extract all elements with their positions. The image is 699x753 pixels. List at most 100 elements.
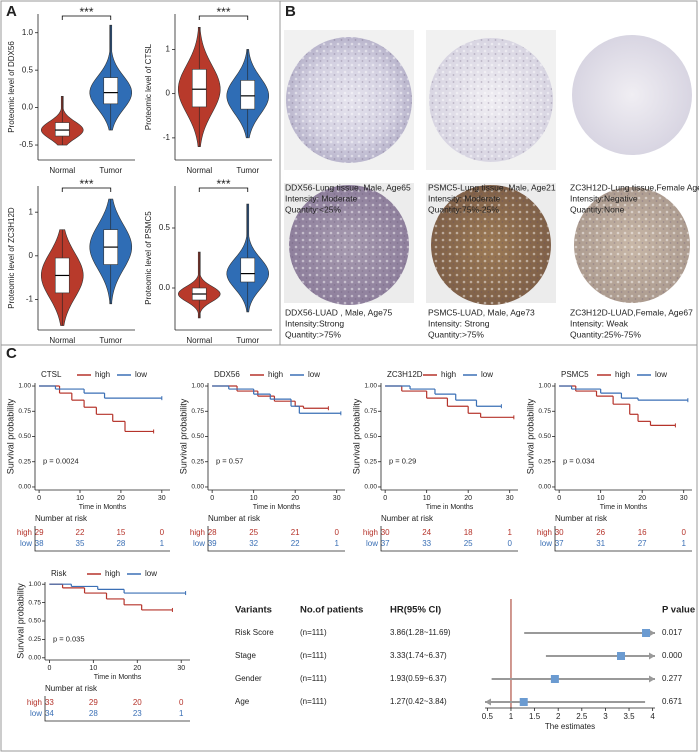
- x-tick-label: 1.5: [529, 712, 541, 721]
- risk-table-frame: [44, 696, 190, 722]
- significance-label: ***: [79, 177, 93, 191]
- x-tick-label: 10: [423, 495, 431, 502]
- hr-label: 1.27(0.42~3.84): [390, 697, 447, 706]
- legend-label: high: [441, 370, 456, 379]
- x-tick-label: 10: [89, 665, 97, 672]
- risk-title: Number at risk: [381, 514, 434, 523]
- risk-row-label: low: [366, 539, 378, 548]
- risk-count: 0: [160, 528, 165, 537]
- risk-count: 20: [133, 698, 142, 707]
- y-axis-label: Proteomic level of ZC3H12D: [7, 207, 16, 309]
- y-tick-label: 0.50: [538, 433, 551, 440]
- risk-row-label: high: [27, 698, 42, 707]
- risk-count: 22: [291, 539, 300, 548]
- y-tick-label: 1.00: [538, 383, 551, 390]
- y-tick-label: 0.50: [28, 618, 41, 625]
- risk-count: 28: [208, 528, 217, 537]
- tissue-texture: [574, 187, 690, 303]
- x-tick-label: 0: [557, 495, 561, 502]
- x-tick-label: 20: [291, 495, 299, 502]
- risk-count: 33: [422, 539, 431, 548]
- x-tick-label: Tumor: [236, 336, 259, 345]
- significance-bracket: [198, 15, 249, 20]
- risk-title: Number at risk: [555, 514, 608, 523]
- legend-title: DDX56: [214, 370, 240, 379]
- image-caption: Intensity:Negative: [570, 193, 638, 203]
- x-tick-label: 3: [603, 712, 608, 721]
- x-tick-label: 30: [680, 495, 688, 502]
- patients: (n=111): [300, 651, 327, 660]
- y-tick-label: 1.00: [191, 383, 204, 390]
- significance-label: ***: [216, 177, 230, 191]
- x-tick-label: 30: [177, 665, 185, 672]
- risk-count: 21: [291, 528, 300, 537]
- y-axis-label: Survival probability: [178, 398, 188, 474]
- x-tick-label: 3.5: [623, 712, 635, 721]
- hr-label: 3.86(1.28~11.69): [390, 628, 451, 637]
- legend-label: low: [308, 370, 320, 379]
- y-axis-label: Survival probability: [525, 398, 535, 474]
- risk-count: 31: [596, 539, 605, 548]
- risk-count: 28: [116, 539, 125, 548]
- p-value: 0.277: [662, 674, 683, 683]
- variant: Risk Score: [235, 628, 274, 637]
- risk-row-label: low: [193, 539, 205, 548]
- risk-title: Number at risk: [35, 514, 88, 523]
- p-value: 0.671: [662, 697, 683, 706]
- x-tick-label: 0: [47, 665, 51, 672]
- image-caption: Quantity:75%-25%: [428, 204, 499, 214]
- patients: (n=111): [300, 697, 327, 706]
- risk-count: 29: [35, 528, 44, 537]
- risk-count: 27: [638, 539, 647, 548]
- y-axis-label: Proteomic level of CTSL: [144, 43, 153, 130]
- risk-table-frame: [380, 526, 518, 552]
- legend-title: PSMC5: [561, 370, 589, 379]
- risk-count: 1: [681, 539, 686, 548]
- y-tick-label: 0.00: [28, 655, 41, 662]
- y-tick-label: 0.75: [191, 408, 204, 415]
- x-axis-label: Time in Months: [79, 504, 127, 511]
- y-tick-label: -1: [26, 295, 34, 304]
- risk-count: 0: [681, 528, 686, 537]
- x-tick-label: Normal: [49, 336, 75, 345]
- risk-count: 1: [179, 709, 184, 718]
- variant: Stage: [235, 651, 256, 660]
- panel-label: A: [6, 3, 17, 20]
- column-header: P value: [662, 605, 695, 616]
- risk-count: 15: [116, 528, 125, 537]
- image-caption: Intensity:Strong: [285, 318, 344, 328]
- x-tick-label: 20: [638, 495, 646, 502]
- y-tick-label: 0.75: [28, 599, 41, 606]
- patients: (n=111): [300, 674, 327, 683]
- y-tick-label: 0.75: [538, 408, 551, 415]
- legend-label: low: [145, 569, 157, 578]
- p-value: p = 0.034: [563, 457, 595, 466]
- y-axis-label: Proteomic level of PSMC5: [144, 211, 153, 305]
- significance-label: ***: [216, 5, 230, 19]
- y-tick-label: 1.00: [364, 383, 377, 390]
- x-tick-label: 30: [333, 495, 341, 502]
- x-tick-label: 10: [250, 495, 258, 502]
- x-axis-label: Time in Months: [94, 674, 142, 681]
- y-tick-label: 0.00: [191, 484, 204, 491]
- y-tick-label: 0: [29, 251, 34, 260]
- x-axis-label: Time in Months: [426, 504, 474, 511]
- risk-count: 30: [555, 528, 564, 537]
- x-tick-label: 10: [76, 495, 84, 502]
- tissue-texture: [286, 37, 412, 163]
- x-axis-label: The estimates: [545, 722, 595, 731]
- x-tick-label: Normal: [49, 166, 75, 175]
- box: [191, 69, 207, 108]
- patients: (n=111): [300, 628, 327, 637]
- y-axis-label: Survival probability: [351, 398, 361, 474]
- y-axis-label: Survival probability: [5, 398, 15, 474]
- image-caption: PSMC5-LUAD, Male, Age73: [428, 307, 535, 317]
- x-tick-label: 0: [383, 495, 387, 502]
- x-tick-label: 20: [464, 495, 472, 502]
- legend-label: low: [655, 370, 667, 379]
- hr-label: 1.93(0.59~6.37): [390, 674, 447, 683]
- legend-title: CTSL: [41, 370, 62, 379]
- x-tick-label: 2.5: [576, 712, 588, 721]
- x-tick-label: 30: [158, 495, 166, 502]
